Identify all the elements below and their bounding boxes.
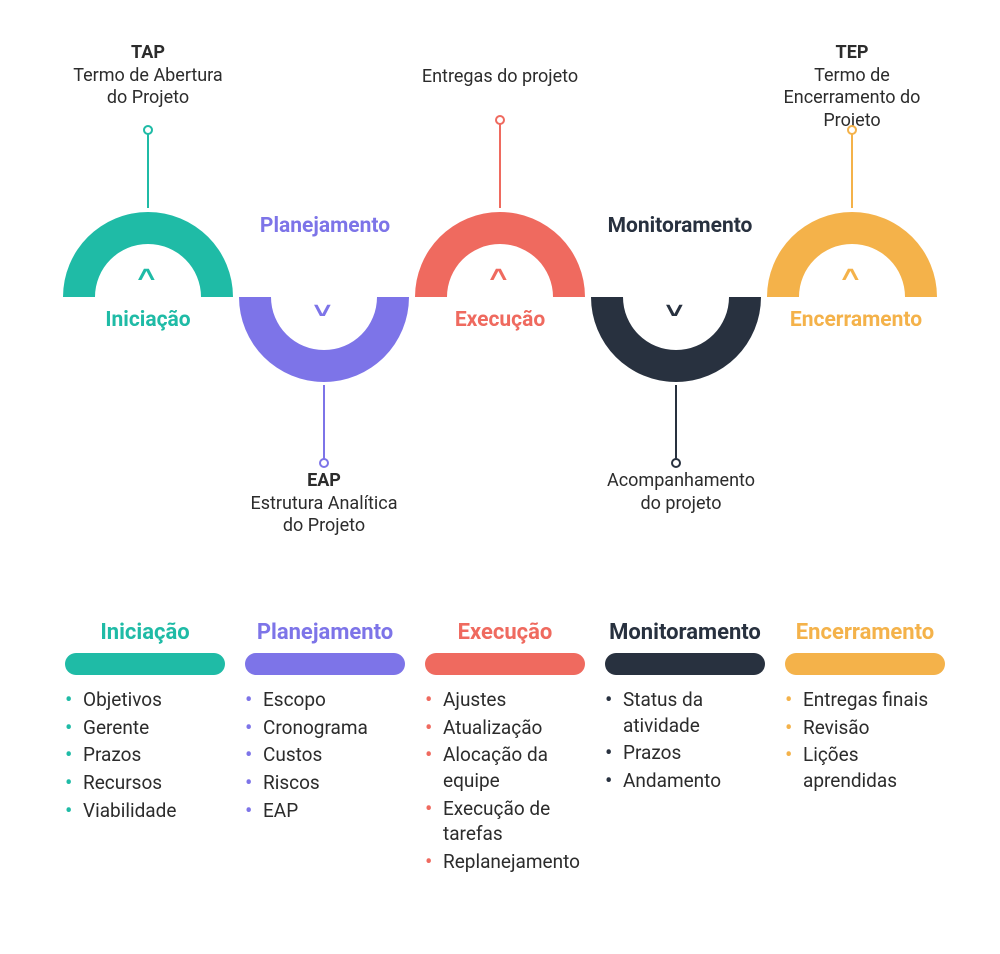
callout-execucao: Entregas do projeto (420, 66, 580, 89)
list-item: Viabilidade (65, 798, 225, 824)
stem-planejamento (323, 385, 325, 463)
callout-planejamento: EAP Estrutura Analítica do Projeto (244, 470, 404, 538)
arc-wave-icon (60, 202, 940, 392)
list-item: EAP (245, 798, 405, 824)
list-item: Replanejamento (425, 849, 585, 875)
stem-dot-icon (671, 458, 681, 468)
list-item: Execução de tarefas (425, 796, 585, 847)
callout-title: TAP (68, 42, 228, 65)
callout-monitoramento: Acompanhamento do projeto (596, 470, 766, 515)
list-item: Status da atividade (605, 687, 765, 738)
column-title: Monitoramento (605, 620, 765, 645)
chevron-up-icon: ˄ (489, 262, 507, 288)
list-item: Andamento (605, 768, 765, 794)
callout-sub: Estrutura Analítica do Projeto (244, 493, 404, 538)
stem-iniciacao (147, 130, 149, 208)
column-items: Status da atividadePrazosAndamento (605, 687, 765, 794)
phase-label-encerramento: Encerramento (776, 308, 936, 332)
phase-columns: Iniciação ObjetivosGerentePrazosRecursos… (65, 620, 945, 876)
column-pill (785, 653, 945, 675)
wave-diagram: TAP Termo de Abertura do Projeto Entrega… (0, 0, 1000, 560)
callout-title: EAP (244, 470, 404, 493)
phase-label-execucao: Execução (440, 308, 560, 332)
column-monitoramento: Monitoramento Status da atividadePrazosA… (605, 620, 765, 876)
chevron-up-icon: ˄ (137, 262, 155, 288)
column-pill (245, 653, 405, 675)
list-item: Gerente (65, 715, 225, 741)
list-item: Atualização (425, 715, 585, 741)
callout-title: TEP (772, 42, 932, 65)
list-item: Lições aprendidas (785, 742, 945, 793)
list-item: Recursos (65, 770, 225, 796)
callout-sub: Termo de Abertura do Projeto (68, 65, 228, 110)
column-pill (425, 653, 585, 675)
list-item: Entregas finais (785, 687, 945, 713)
column-pill (605, 653, 765, 675)
list-item: Escopo (245, 687, 405, 713)
chevron-down-icon: ˅ (665, 298, 683, 324)
callout-iniciacao: TAP Termo de Abertura do Projeto (68, 42, 228, 110)
callout-encerramento: TEP Termo de Encerramento do Projeto (772, 42, 932, 132)
list-item: Revisão (785, 715, 945, 741)
stem-dot-icon (319, 458, 329, 468)
chevron-up-icon: ˄ (841, 262, 859, 288)
column-pill (65, 653, 225, 675)
column-items: AjustesAtualizaçãoAlocação da equipeExec… (425, 687, 585, 874)
list-item: Alocação da equipe (425, 742, 585, 793)
column-title: Iniciação (65, 620, 225, 645)
column-items: ObjetivosGerentePrazosRecursosViabilidad… (65, 687, 225, 823)
phase-label-planejamento: Planejamento (240, 214, 410, 238)
phase-label-monitoramento: Monitoramento (590, 214, 770, 238)
callout-sub: Termo de Encerramento do Projeto (772, 65, 932, 133)
list-item: Cronograma (245, 715, 405, 741)
column-items: EscopoCronogramaCustosRiscosEAP (245, 687, 405, 823)
column-title: Execução (425, 620, 585, 645)
stem-encerramento (851, 130, 853, 208)
list-item: Prazos (65, 742, 225, 768)
list-item: Objetivos (65, 687, 225, 713)
callout-sub: Entregas do projeto (420, 66, 580, 89)
stem-execucao (499, 120, 501, 208)
column-planejamento: Planejamento EscopoCronogramaCustosRisco… (245, 620, 405, 876)
stem-dot-icon (495, 115, 505, 125)
column-encerramento: Encerramento Entregas finaisRevisãoLiçõe… (785, 620, 945, 876)
list-item: Riscos (245, 770, 405, 796)
stem-dot-icon (143, 125, 153, 135)
phase-label-iniciacao: Iniciação (88, 308, 208, 332)
stem-monitoramento (675, 385, 677, 463)
list-item: Prazos (605, 740, 765, 766)
callout-sub: Acompanhamento do projeto (596, 470, 766, 515)
list-item: Ajustes (425, 687, 585, 713)
column-items: Entregas finaisRevisãoLições aprendidas (785, 687, 945, 794)
list-item: Custos (245, 742, 405, 768)
column-title: Planejamento (245, 620, 405, 645)
column-title: Encerramento (785, 620, 945, 645)
column-iniciacao: Iniciação ObjetivosGerentePrazosRecursos… (65, 620, 225, 876)
column-execucao: Execução AjustesAtualizaçãoAlocação da e… (425, 620, 585, 876)
stem-dot-icon (847, 125, 857, 135)
chevron-down-icon: ˅ (313, 298, 331, 324)
